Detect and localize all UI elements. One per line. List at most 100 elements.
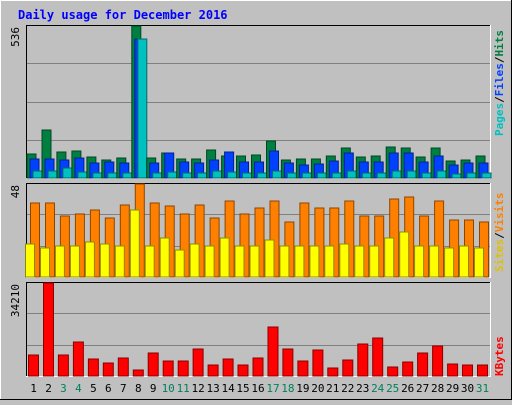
bar-kbytes-day-22 (342, 359, 354, 377)
x-tick-label-day-30: 30 (461, 382, 474, 395)
bar-pages-day-25 (391, 170, 402, 179)
bar-kbytes-day-31 (477, 364, 488, 377)
bar-sites-day-17 (264, 239, 275, 278)
bar-pages-day-24 (376, 172, 387, 179)
bar-pages-day-11 (182, 172, 193, 179)
x-tick-label-day-28: 28 (431, 382, 444, 395)
x-tick-label-day-18: 18 (281, 382, 294, 395)
bar-kbytes-day-11 (177, 360, 189, 377)
bar-pages-day-10 (167, 171, 178, 179)
bar-pages-day-27 (421, 172, 432, 179)
bar-pages-day-21 (331, 172, 342, 179)
legend-hits_panel: Pages/Files/Hits (493, 30, 506, 136)
bar-sites-day-7 (114, 245, 125, 278)
x-tick-label-day-10: 10 (162, 382, 175, 395)
bar-pages-day-20 (316, 172, 327, 179)
legend-entry-visits: Visits (493, 193, 506, 233)
bar-sites-day-13 (204, 245, 215, 278)
bar-pages-day-7 (122, 172, 133, 179)
x-tick-label-day-29: 29 (446, 382, 459, 395)
bar-kbytes-day-1 (28, 354, 39, 377)
legend-entry-separator: / (493, 96, 506, 103)
bar-kbytes-day-26 (402, 361, 414, 377)
bar-pages-day-16 (257, 172, 267, 179)
bar-pages-day-17 (272, 170, 282, 179)
x-tick-label-day-17: 17 (266, 382, 279, 395)
bar-sites-day-30 (459, 245, 469, 278)
bar-sites-day-27 (414, 245, 425, 278)
bar-pages-day-30 (466, 172, 477, 179)
bar-kbytes-day-24 (372, 337, 384, 377)
panel-visits-max-label: 48 (9, 185, 22, 198)
bar-sites-day-31 (474, 247, 484, 278)
bar-kbytes-day-23 (357, 343, 369, 377)
bar-sites-day-8 (129, 209, 140, 278)
bar-pages-day-29 (451, 173, 462, 179)
bar-sites-day-22 (339, 243, 350, 278)
x-axis-day-labels: 1 2 3 4 5 6 7 8 9 10 11 12 13 14 15 16 17 18 19 20 21 22 23 24 2… (30, 382, 489, 395)
bar-pages-day-6 (107, 172, 118, 179)
x-tick-label-day-19: 19 (296, 382, 309, 395)
chart-panels: 536 48 34210 (9, 25, 492, 377)
x-tick-label-day-3: 3 (60, 382, 67, 395)
x-tick-label-day-2: 2 (45, 382, 52, 395)
x-tick-label-day-4: 4 (75, 382, 82, 395)
panel-kbytes-max-label: 34210 (9, 284, 22, 317)
x-tick-label-day-24: 24 (371, 382, 385, 395)
legend-entry-hits: Hits (493, 30, 506, 57)
x-tick-label-day-6: 6 (105, 382, 112, 395)
bar-pages-day-26 (406, 170, 417, 179)
legend-entry-kbytes: KBytes (493, 336, 506, 376)
bar-kbytes-day-2 (43, 282, 54, 377)
bar-kbytes-day-16 (252, 357, 264, 377)
x-tick-label-day-22: 22 (341, 382, 354, 395)
bar-sites-day-18 (279, 245, 290, 278)
x-tick-label-day-26: 26 (401, 382, 414, 395)
legend-entry-separator: / (493, 232, 506, 239)
bar-sites-day-21 (324, 245, 335, 278)
x-tick-label-day-1: 1 (30, 382, 37, 395)
bar-sites-day-5 (84, 241, 95, 278)
bar-kbytes-day-7 (117, 357, 129, 377)
bar-kbytes-day-29 (447, 363, 459, 377)
x-tick-label-day-27: 27 (416, 382, 429, 395)
bar-kbytes-day-13 (207, 364, 219, 377)
x-tick-label-day-13: 13 (206, 382, 219, 395)
legend-entry-sites: Sites (493, 239, 506, 272)
bar-kbytes-day-30 (462, 364, 473, 377)
bar-sites-day-15 (234, 245, 245, 278)
x-tick-label-day-15: 15 (236, 382, 249, 395)
bar-sites-day-24 (369, 245, 380, 278)
bar-pages-day-8 (137, 38, 148, 179)
bar-pages-day-13 (212, 170, 223, 179)
bar-sites-day-12 (189, 243, 200, 278)
bar-pages-day-15 (242, 172, 252, 179)
bar-pages-day-23 (361, 172, 372, 179)
bar-pages-day-22 (346, 170, 357, 179)
bar-kbytes-day-12 (192, 348, 204, 377)
bar-sites-day-23 (354, 245, 365, 278)
bar-kbytes-day-19 (297, 360, 309, 377)
bar-pages-day-18 (286, 172, 297, 179)
bar-pages-day-2 (47, 170, 58, 179)
bar-sites-day-3 (54, 245, 65, 278)
bar-kbytes-day-28 (432, 345, 444, 377)
bar-pages-day-31 (481, 172, 492, 179)
panel-hits: 536 (9, 25, 492, 179)
bar-sites-day-16 (249, 245, 260, 278)
bar-kbytes-day-4 (72, 341, 84, 377)
x-tick-label-day-21: 21 (326, 382, 339, 395)
x-tick-label-day-9: 9 (150, 382, 157, 395)
bar-sites-day-1 (25, 243, 35, 278)
x-tick-label-day-23: 23 (356, 382, 369, 395)
bar-sites-day-25 (384, 237, 395, 278)
bar-pages-day-12 (197, 172, 208, 179)
bar-pages-day-3 (62, 167, 73, 179)
bar-kbytes-day-6 (102, 362, 114, 377)
bar-kbytes-day-18 (282, 348, 294, 377)
bar-kbytes-day-17 (267, 326, 279, 377)
bar-kbytes-day-27 (417, 352, 429, 377)
